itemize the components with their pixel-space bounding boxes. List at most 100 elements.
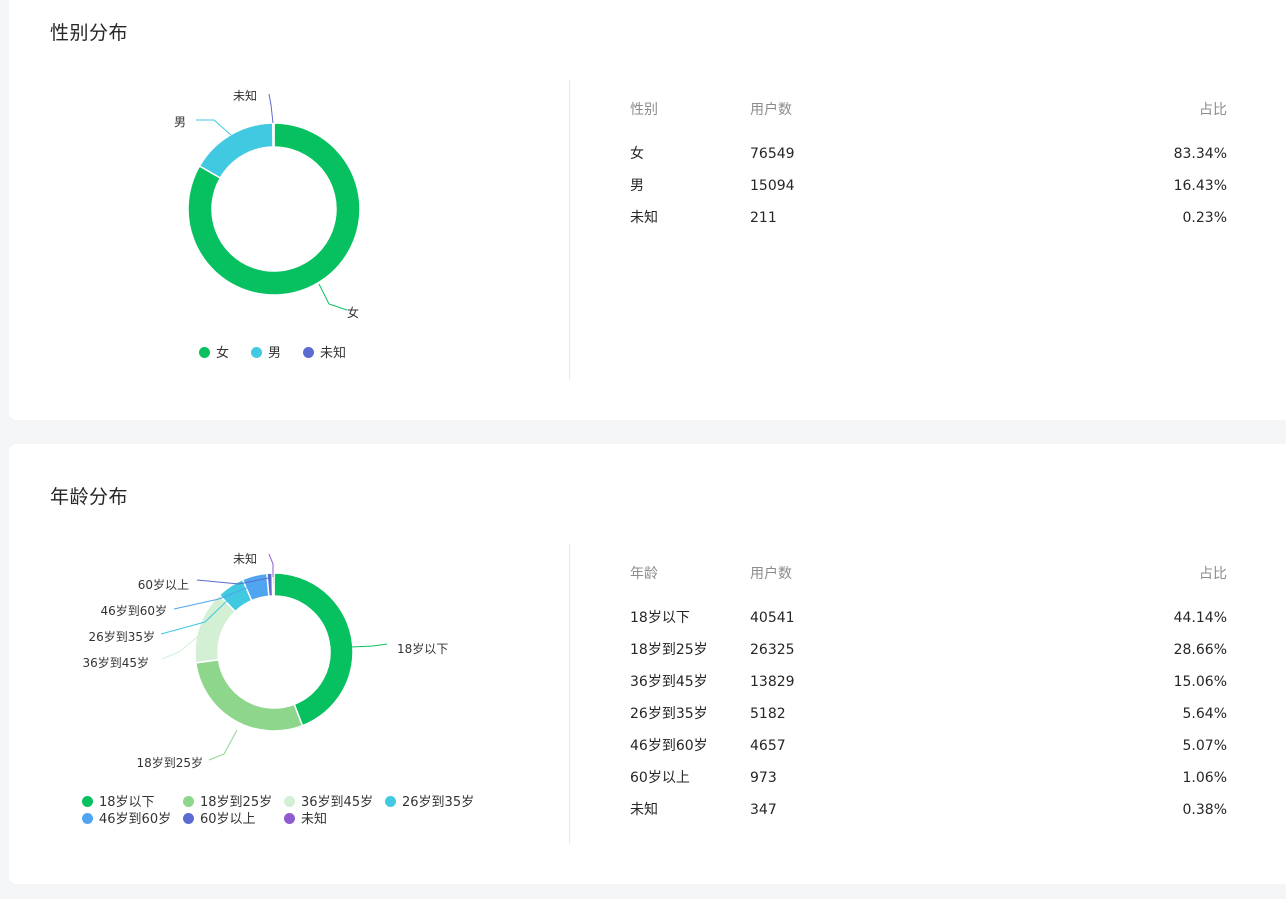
row-pct: 5.64% (1182, 706, 1227, 722)
row-count: 5182 (750, 706, 786, 722)
legend-item[interactable]: 未知 (303, 342, 346, 361)
legend-item[interactable]: 60岁以上 (183, 808, 256, 827)
row-name: 未知 (630, 802, 658, 818)
legend-dot (82, 796, 93, 807)
label-line-6 (268, 553, 274, 577)
legend-label: 男 (268, 346, 282, 361)
legend-label: 未知 (320, 346, 347, 361)
legend-dot (284, 796, 295, 807)
legend-item[interactable]: 18岁以下 (82, 791, 155, 810)
table-header-row: 年龄 用户数 占比 (630, 564, 1227, 608)
legend-dot (199, 347, 210, 358)
legend-item[interactable]: 18岁到25岁 (183, 791, 272, 810)
slice-label-3: 26岁到35岁 (88, 629, 155, 644)
table-row: 男 15094 16.43% (630, 176, 1227, 208)
legend-dot (82, 813, 93, 824)
row-name: 18岁到25岁 (630, 642, 708, 658)
row-pct: 1.06% (1182, 770, 1227, 786)
header-pct: 占比 (1199, 102, 1227, 118)
row-count: 15094 (750, 178, 795, 194)
row-pct: 0.38% (1182, 802, 1227, 818)
age-divider (569, 544, 570, 844)
legend-label: 26岁到35岁 (402, 795, 475, 810)
row-count: 26325 (750, 642, 795, 658)
gender-divider (569, 80, 570, 380)
legend-item[interactable]: 未知 (284, 808, 327, 827)
table-row: 女 76549 83.34% (630, 144, 1227, 176)
header-users: 用户数 (750, 102, 792, 118)
label-line-4 (173, 584, 255, 610)
row-pct: 16.43% (1173, 178, 1227, 194)
table-row: 18岁到25岁 26325 28.66% (630, 640, 1227, 672)
table-row: 60岁以上 973 1.06% (630, 768, 1227, 800)
gender-card: 性别分布 女男未知 女男未知 性别 用户数 占比 女 76549 83.34% … (9, 0, 1286, 420)
legend-label: 未知 (301, 812, 328, 827)
row-name: 36岁到45岁 (630, 674, 708, 690)
row-name: 未知 (630, 210, 658, 226)
legend-dot (251, 347, 262, 358)
row-count: 973 (750, 770, 777, 786)
row-pct: 15.06% (1173, 674, 1227, 690)
slice-label-1: 18岁到25岁 (136, 755, 203, 770)
label-line-0 (318, 283, 348, 311)
label-line-1 (196, 119, 232, 136)
legend-item[interactable]: 46岁到60岁 (82, 808, 171, 827)
legend-item[interactable]: 男 (251, 342, 281, 361)
header-age: 年龄 (630, 566, 658, 582)
row-count: 211 (750, 210, 777, 226)
row-count: 76549 (750, 146, 795, 162)
legend-dot (303, 347, 314, 358)
table-row: 未知 347 0.38% (630, 800, 1227, 832)
row-name: 男 (630, 178, 644, 194)
legend-label: 女 (216, 346, 230, 361)
age-title: 年龄分布 (50, 486, 129, 508)
row-pct: 28.66% (1173, 642, 1227, 658)
slice-label-6: 未知 (233, 552, 257, 566)
label-line-2 (161, 633, 202, 660)
legend-dot (385, 796, 396, 807)
legend-label: 18岁到25岁 (200, 795, 273, 810)
donut-slice-0[interactable] (187, 122, 361, 296)
legend-dot (183, 796, 194, 807)
row-name: 46岁到60岁 (630, 738, 708, 754)
legend-item[interactable]: 26岁到35岁 (385, 791, 474, 810)
legend-label: 18岁以下 (99, 795, 155, 810)
header-users: 用户数 (750, 566, 792, 582)
slice-label-2: 未知 (233, 89, 257, 103)
header-pct: 占比 (1199, 566, 1227, 582)
slice-label-1: 男 (174, 115, 186, 129)
age-legend: 18岁以下 18岁到25岁 36岁到45岁 26岁到35岁 46岁到60岁 60岁以上 未知 (82, 791, 502, 827)
row-name: 26岁到35岁 (630, 706, 708, 722)
slice-label-4: 46岁到60岁 (100, 603, 167, 618)
table-row: 26岁到35岁 5182 5.64% (630, 704, 1227, 736)
row-pct: 83.34% (1173, 146, 1227, 162)
row-count: 40541 (750, 610, 795, 626)
row-count: 4657 (750, 738, 786, 754)
table-row: 36岁到45岁 13829 15.06% (630, 672, 1227, 704)
label-line-1 (208, 729, 238, 761)
slice-label-0: 女 (347, 305, 359, 320)
gender-legend: 女 男 未知 (199, 342, 499, 362)
age-table: 年龄 用户数 占比 18岁以下 40541 44.14% 18岁到25岁 263… (630, 564, 1227, 832)
legend-label: 36岁到45岁 (301, 795, 374, 810)
row-name: 女 (630, 146, 644, 162)
legend-dot (183, 813, 194, 824)
donut-slice-0[interactable] (273, 572, 354, 727)
header-gender: 性别 (630, 102, 658, 118)
donut-slice-1[interactable] (194, 658, 304, 732)
slice-label-0: 18岁以下 (397, 641, 448, 656)
age-card: 年龄分布 18岁以下 18岁到25岁 36岁到45岁 26岁到35岁 46岁到60岁 60… (9, 444, 1286, 884)
donut-slice-1[interactable] (198, 122, 274, 180)
label-line-5 (196, 577, 270, 585)
slice-label-5: 60岁以上 (138, 577, 189, 592)
legend-item[interactable]: 36岁到45岁 (284, 791, 373, 810)
table-row: 46岁到60岁 4657 5.07% (630, 736, 1227, 768)
donut-slice-2[interactable] (271, 122, 275, 148)
label-line-2 (268, 93, 274, 124)
legend-dot (284, 813, 295, 824)
row-name: 18岁以下 (630, 610, 690, 626)
gender-title: 性别分布 (50, 22, 129, 44)
legend-item[interactable]: 女 (199, 342, 229, 361)
legend-label: 46岁到60岁 (99, 812, 172, 827)
row-name: 60岁以上 (630, 770, 690, 786)
